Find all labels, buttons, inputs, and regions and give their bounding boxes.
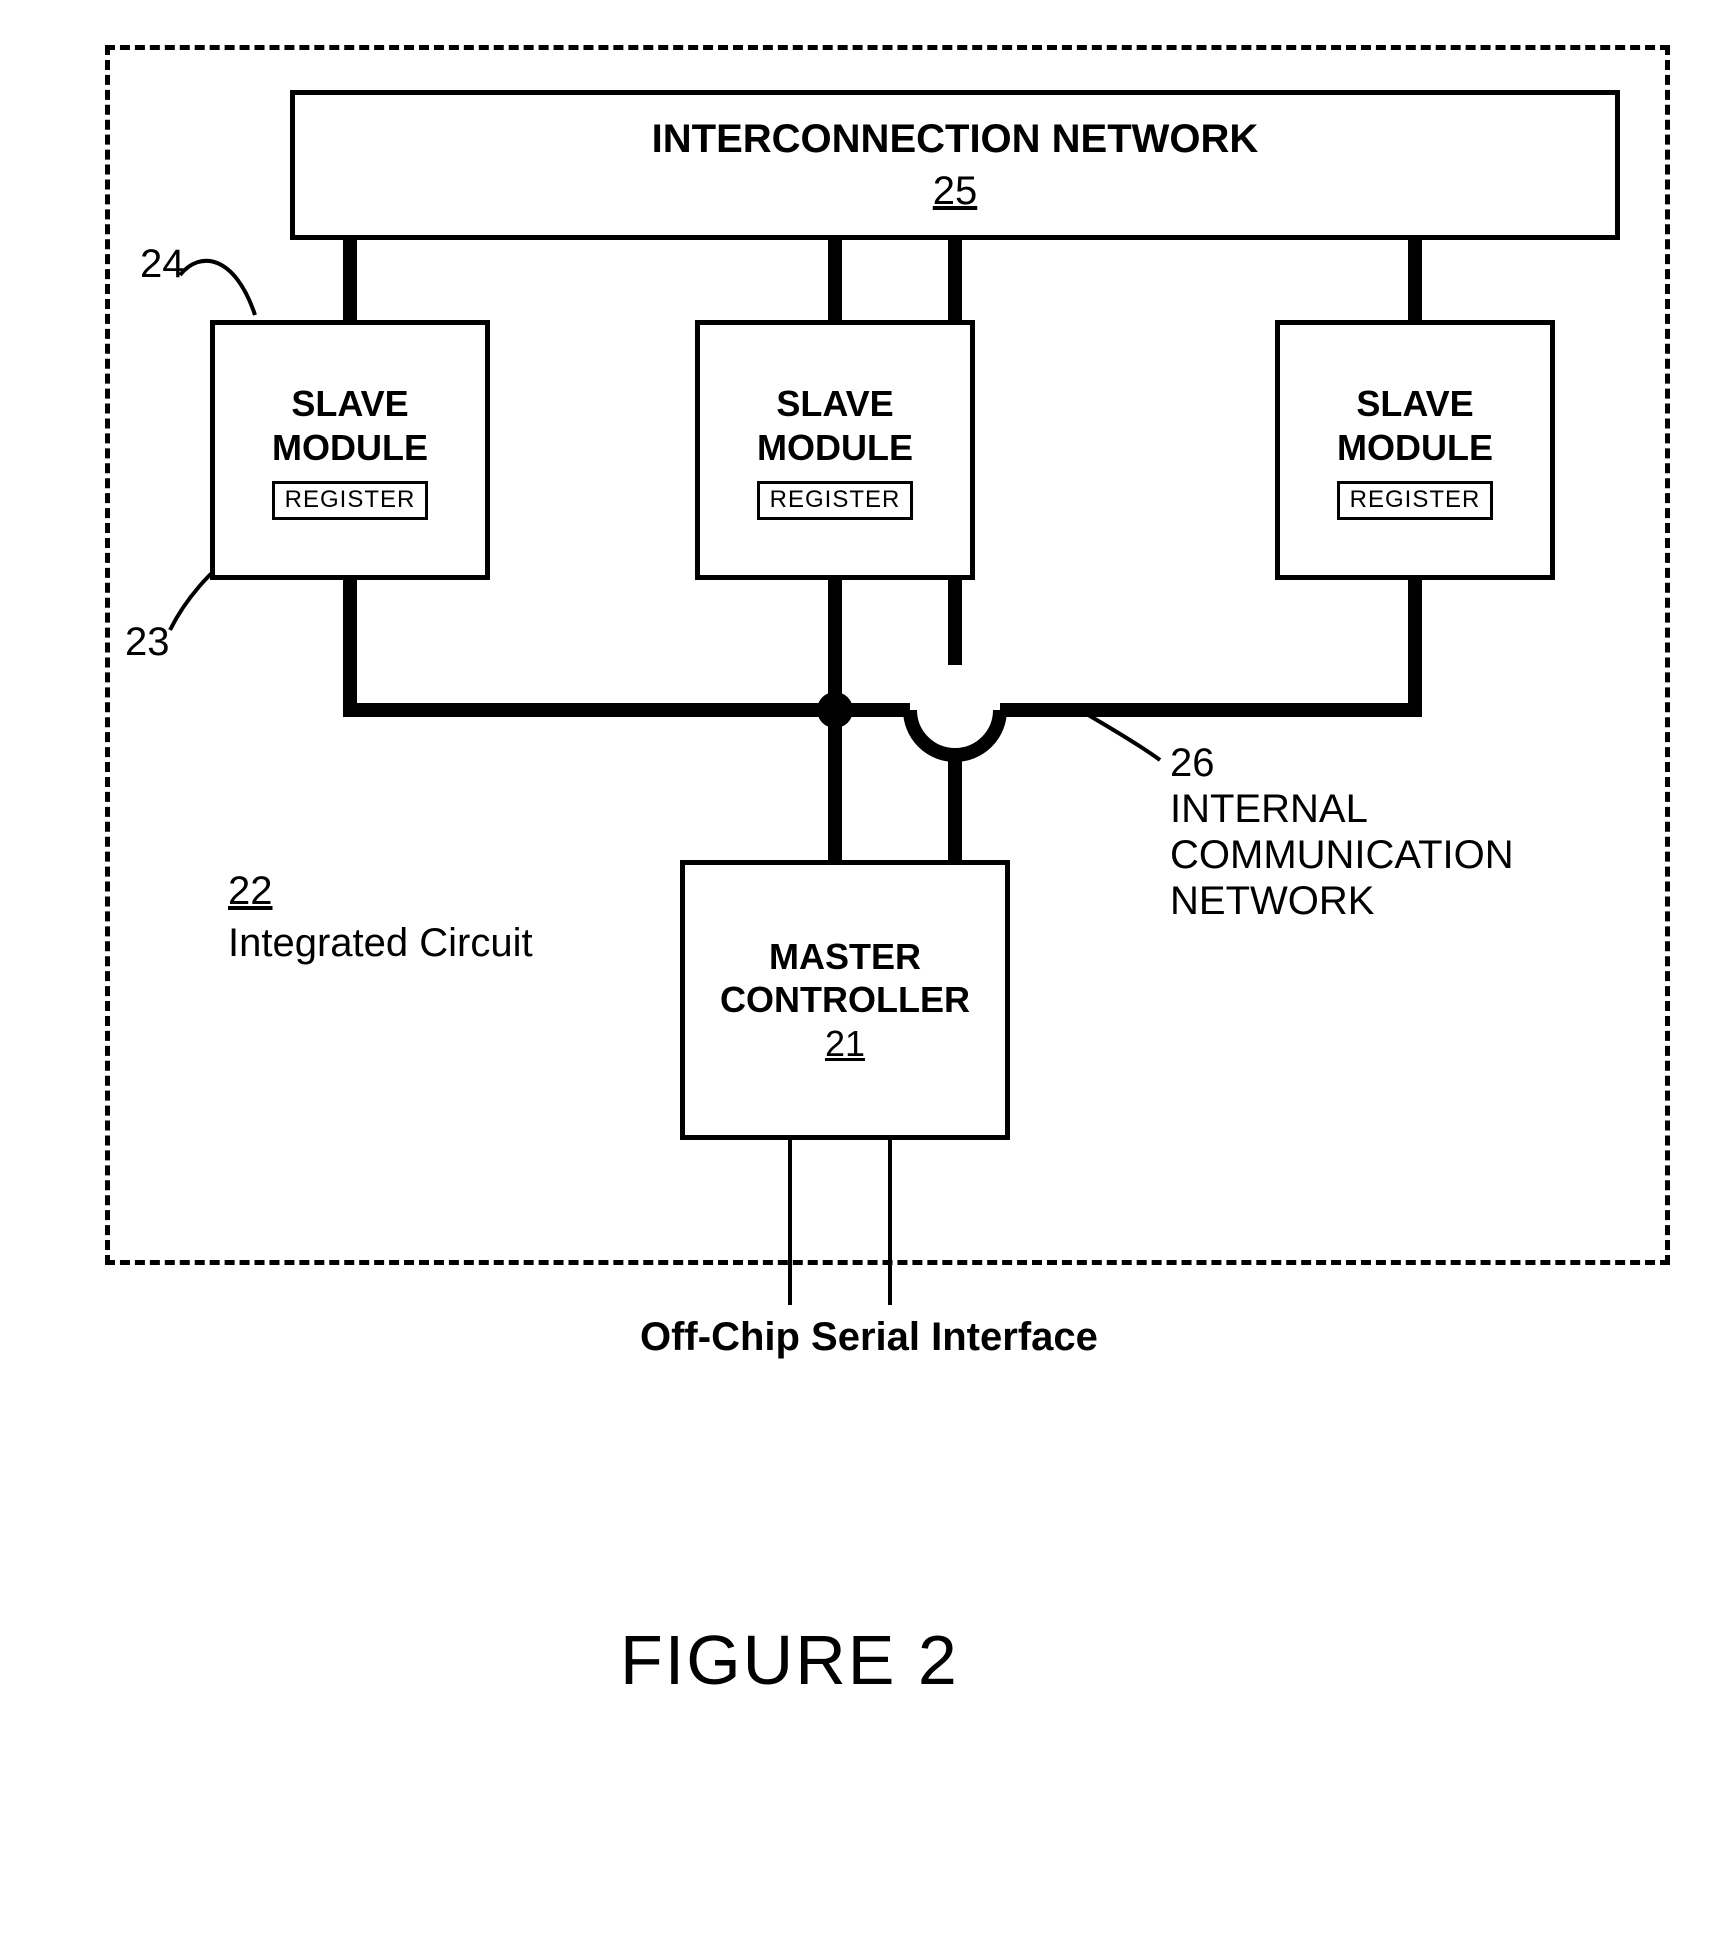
slave-title2: MODULE (272, 426, 428, 469)
register-box: REGISTER (757, 481, 914, 520)
master-title1: MASTER (769, 935, 921, 978)
diagram-canvas: INTERCONNECTION NETWORK 25 SLAVEMODULERE… (0, 0, 1721, 1937)
interconnect-ref: 25 (933, 165, 978, 217)
slave-module-box: SLAVEMODULE REGISTER (210, 320, 490, 580)
slave-title1: SLAVE (291, 382, 408, 425)
ref-22-num: 22 (228, 869, 273, 913)
master-controller-box: MASTER CONTROLLER 21 (680, 860, 1010, 1140)
slave-title2: MODULE (757, 426, 913, 469)
slave-title2: MODULE (1337, 426, 1493, 469)
ref-26-block: 26 INTERNAL COMMUNICATION NETWORK (1170, 740, 1514, 924)
ref-22-text: Integrated Circuit (228, 921, 533, 965)
interconnect-title: INTERCONNECTION NETWORK (652, 113, 1259, 165)
ref-26-num: 26 (1170, 741, 1215, 785)
interconnection-network-box: INTERCONNECTION NETWORK 25 (290, 90, 1620, 240)
offchip-label: Off-Chip Serial Interface (640, 1315, 1098, 1360)
ref-26-text2: COMMUNICATION (1170, 833, 1514, 877)
ref-26-text3: NETWORK (1170, 879, 1374, 923)
slave-module-box: SLAVEMODULE REGISTER (695, 320, 975, 580)
ref-26-text1: INTERNAL (1170, 787, 1368, 831)
slave-title1: SLAVE (1356, 382, 1473, 425)
slave-module-box: SLAVEMODULE REGISTER (1275, 320, 1555, 580)
slave-title1: SLAVE (776, 382, 893, 425)
ref-23-label: 23 (125, 620, 170, 665)
ref-22-block: 22 Integrated Circuit (228, 865, 533, 969)
register-box: REGISTER (272, 481, 429, 520)
master-title2: CONTROLLER (720, 978, 970, 1021)
master-ref: 21 (825, 1022, 865, 1065)
ref-24-label: 24 (140, 242, 185, 287)
figure-label: FIGURE 2 (620, 1620, 959, 1700)
register-box: REGISTER (1337, 481, 1494, 520)
